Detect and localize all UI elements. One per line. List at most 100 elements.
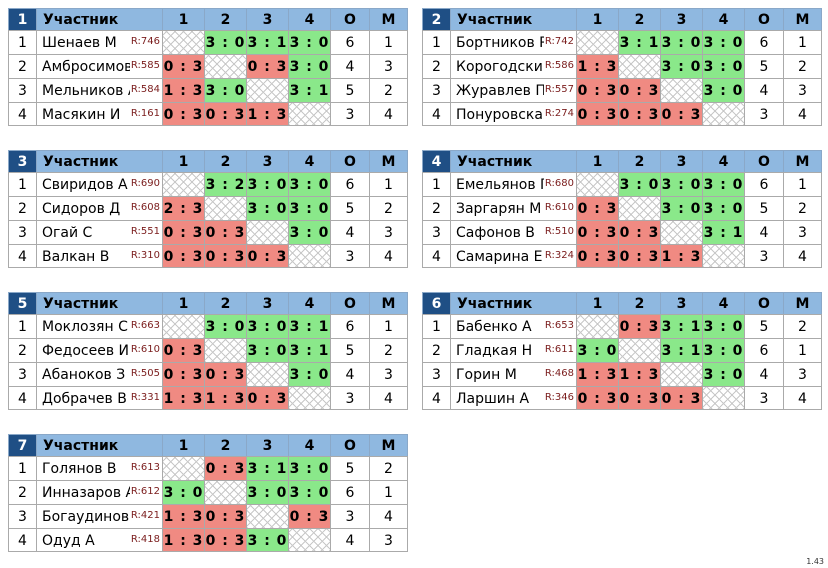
player-name[interactable]: Добрачев В	[42, 391, 127, 407]
player-cell[interactable]: Голянов В R:613	[36, 456, 162, 480]
participant-column-header: Участник	[450, 8, 576, 30]
group-number-badge: 1	[8, 8, 36, 30]
player-cell[interactable]: Абаноков З R:505	[36, 362, 162, 386]
player-name[interactable]: Журавлев П	[456, 83, 546, 99]
player-name[interactable]: Понуровская А	[456, 107, 566, 123]
version-label: 1.43	[806, 557, 824, 566]
player-cell[interactable]: Инназаров А R:612	[36, 480, 162, 504]
player-cell[interactable]: Федосеев И R:610	[36, 338, 162, 362]
player-cell[interactable]: Моклозян С R:663	[36, 314, 162, 338]
player-name[interactable]: Богаудинов Б	[42, 509, 144, 525]
player-name[interactable]: Сидоров Д	[42, 201, 121, 217]
match-score-win: 3 : 1	[246, 456, 288, 480]
match-score-win: 3 : 0	[288, 30, 330, 54]
place-column-header: М	[783, 292, 822, 314]
points-column-header: О	[744, 292, 783, 314]
player-cell[interactable]: Понуровская А R:274	[450, 102, 576, 126]
player-index: 3	[8, 220, 36, 244]
player-cell[interactable]: Гладкая Н R:611	[450, 338, 576, 362]
player-cell[interactable]: Емельянов Г R:680	[450, 172, 576, 196]
player-rating: R:653	[543, 320, 574, 332]
player-cell[interactable]: Бабенко А R:653	[450, 314, 576, 338]
player-name[interactable]: Самарина Е	[456, 249, 543, 265]
player-place: 1	[369, 314, 408, 338]
player-name[interactable]: Масякин И	[42, 107, 121, 123]
player-rating: R:680	[543, 178, 574, 190]
player-name[interactable]: Федосеев И	[42, 343, 130, 359]
self-match-cell	[288, 244, 330, 268]
player-name[interactable]: Одуд А	[42, 533, 95, 549]
player-name[interactable]: Шенаев М	[42, 35, 117, 51]
player-name[interactable]: Огай С	[42, 225, 93, 241]
player-name[interactable]: Абаноков З	[42, 367, 126, 383]
match-score-loss: 0 : 3	[162, 338, 204, 362]
player-name[interactable]: Ларшин А	[456, 391, 530, 407]
player-place: 2	[369, 338, 408, 362]
self-match-cell	[162, 172, 204, 196]
player-name[interactable]: Корогодский М	[456, 59, 569, 75]
player-name[interactable]: Моклозян С	[42, 319, 128, 335]
self-match-cell	[288, 386, 330, 410]
player-cell[interactable]: Добрачев В R:331	[36, 386, 162, 410]
player-cell[interactable]: Амбросимов Б R:585	[36, 54, 162, 78]
player-name[interactable]: Амбросимов Б	[42, 59, 147, 75]
self-match-cell	[660, 362, 702, 386]
player-cell[interactable]: Журавлев П R:557	[450, 78, 576, 102]
opponent-column-header: 1	[576, 8, 618, 30]
player-index: 4	[422, 386, 450, 410]
player-index: 1	[422, 172, 450, 196]
player-rating: R:584	[129, 84, 160, 96]
player-name[interactable]: Гладкая Н	[456, 343, 533, 359]
player-name[interactable]: Голянов В	[42, 461, 117, 477]
player-rating: R:746	[129, 36, 160, 48]
player-cell[interactable]: Заргарян М R:610	[450, 196, 576, 220]
match-score-loss: 1 : 3	[576, 362, 618, 386]
place-column-header: М	[369, 8, 408, 30]
player-place: 3	[369, 362, 408, 386]
match-score-win: 3 : 0	[288, 362, 330, 386]
self-match-cell	[204, 338, 246, 362]
player-cell[interactable]: Ларшин А R:346	[450, 386, 576, 410]
player-cell[interactable]: Одуд А R:418	[36, 528, 162, 552]
player-cell[interactable]: Горин М R:468	[450, 362, 576, 386]
player-name[interactable]: Свиридов А	[42, 177, 128, 193]
player-name[interactable]: Инназаров А	[42, 485, 136, 501]
player-points: 4	[330, 528, 369, 552]
opponent-column-header: 4	[288, 150, 330, 172]
player-place: 2	[783, 314, 822, 338]
player-place: 3	[783, 220, 822, 244]
match-score-win: 3 : 1	[246, 30, 288, 54]
player-cell[interactable]: Масякин И R:161	[36, 102, 162, 126]
player-cell[interactable]: Самарина Е R:324	[450, 244, 576, 268]
opponent-column-header: 3	[246, 150, 288, 172]
participant-column-header: Участник	[36, 434, 162, 456]
player-place: 3	[369, 54, 408, 78]
player-points: 4	[744, 78, 783, 102]
match-score-win: 3 : 0	[576, 338, 618, 362]
player-cell[interactable]: Корогодский М R:586	[450, 54, 576, 78]
player-name[interactable]: Бабенко А	[456, 319, 532, 335]
player-name[interactable]: Емельянов Г	[456, 177, 549, 193]
player-index: 3	[8, 504, 36, 528]
match-score-win: 3 : 0	[702, 338, 744, 362]
player-cell[interactable]: Шенаев М R:746	[36, 30, 162, 54]
player-name[interactable]: Бортников Р	[456, 35, 548, 51]
player-cell[interactable]: Валкан В R:310	[36, 244, 162, 268]
player-name[interactable]: Заргарян М	[456, 201, 542, 217]
match-score-win: 3 : 0	[618, 172, 660, 196]
player-name[interactable]: Горин М	[456, 367, 517, 383]
player-cell[interactable]: Богаудинов Б R:421	[36, 504, 162, 528]
player-name[interactable]: Мельников А	[42, 83, 138, 99]
player-cell[interactable]: Огай С R:551	[36, 220, 162, 244]
player-cell[interactable]: Сидоров Д R:608	[36, 196, 162, 220]
player-cell[interactable]: Бортников Р R:742	[450, 30, 576, 54]
player-name[interactable]: Валкан В	[42, 249, 110, 265]
group-number-badge: 4	[422, 150, 450, 172]
player-cell[interactable]: Сафонов В R:510	[450, 220, 576, 244]
self-match-cell	[204, 54, 246, 78]
player-cell[interactable]: Мельников А R:584	[36, 78, 162, 102]
player-cell[interactable]: Свиридов А R:690	[36, 172, 162, 196]
player-name[interactable]: Сафонов В	[456, 225, 535, 241]
